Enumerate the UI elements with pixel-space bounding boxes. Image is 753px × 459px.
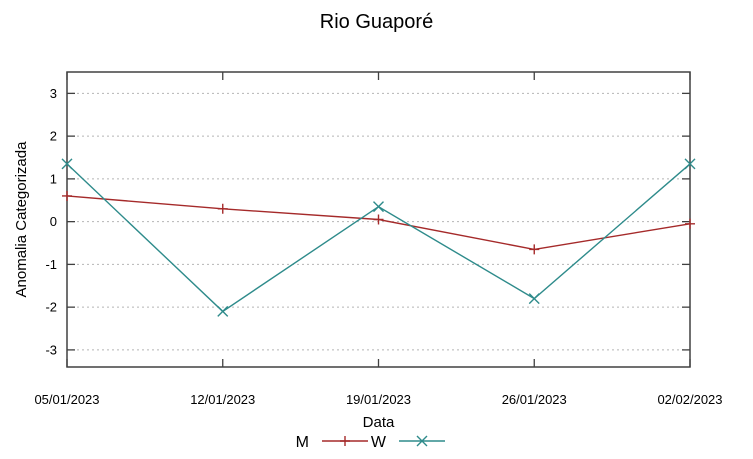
y-tick-label: -2	[45, 300, 57, 315]
chart-title: Rio Guaporé	[319, 11, 434, 33]
legend-marker-w-icon	[416, 435, 428, 447]
y-tick-label: 0	[50, 214, 57, 229]
legend-label-w: W	[371, 434, 387, 451]
data-point-marker-m	[373, 214, 384, 225]
legend-marker-m-icon	[340, 436, 350, 446]
x-tick-label: 05/01/2023	[34, 392, 99, 407]
series-line-w	[66, 163, 691, 313]
data-point-marker-w	[684, 158, 696, 170]
x-axis-label: Data	[363, 414, 395, 431]
y-tick-label: -1	[45, 257, 57, 272]
data-point-marker-m	[685, 218, 695, 229]
data-point-marker-m	[529, 244, 540, 255]
data-point-marker-m	[62, 190, 72, 201]
x-tick-label: 02/02/2023	[657, 392, 722, 407]
y-tick-label: 1	[50, 171, 57, 186]
legend-label-m: M	[296, 434, 309, 451]
x-tick-label: 12/01/2023	[190, 392, 255, 407]
x-tick-label: 19/01/2023	[346, 392, 411, 407]
data-point-marker-w	[528, 293, 540, 305]
data-point-marker-w	[373, 201, 384, 213]
data-point-marker-w	[61, 158, 73, 170]
y-tick-label: -3	[45, 342, 57, 357]
y-axis-label: Anomalia Categorizada	[13, 141, 30, 298]
data-point-marker-w	[217, 305, 229, 317]
data-point-marker-m	[217, 203, 228, 214]
y-tick-label: 2	[50, 129, 57, 144]
y-tick-label: 3	[50, 86, 57, 101]
x-tick-label: 26/01/2023	[502, 392, 567, 407]
